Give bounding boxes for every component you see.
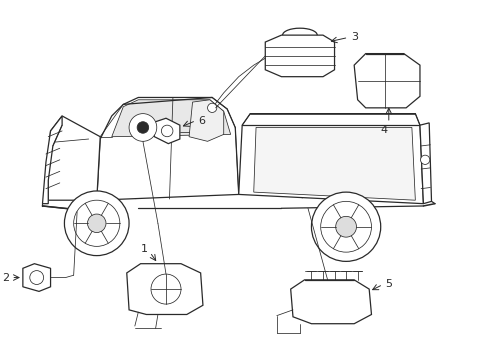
Text: 3: 3 (350, 32, 357, 42)
Circle shape (207, 103, 216, 112)
Circle shape (137, 122, 148, 133)
Text: 2: 2 (2, 273, 9, 283)
Text: 6: 6 (198, 116, 205, 126)
Polygon shape (253, 127, 414, 200)
Polygon shape (126, 264, 203, 315)
Circle shape (311, 192, 380, 261)
Text: 1: 1 (141, 244, 147, 254)
Polygon shape (264, 35, 334, 77)
Circle shape (320, 201, 371, 252)
Circle shape (64, 191, 129, 256)
Polygon shape (42, 116, 62, 204)
Circle shape (87, 214, 106, 233)
Text: 4: 4 (380, 125, 387, 135)
Polygon shape (419, 123, 430, 204)
Circle shape (129, 114, 157, 141)
Polygon shape (290, 280, 371, 324)
Polygon shape (48, 116, 100, 200)
Polygon shape (112, 100, 230, 137)
Polygon shape (189, 100, 224, 141)
Text: 5: 5 (385, 279, 391, 289)
Polygon shape (238, 114, 423, 204)
Polygon shape (23, 264, 50, 291)
Polygon shape (97, 98, 238, 200)
Circle shape (335, 216, 356, 237)
Circle shape (74, 200, 120, 246)
Polygon shape (353, 54, 419, 108)
Circle shape (420, 155, 429, 165)
Polygon shape (152, 118, 180, 144)
